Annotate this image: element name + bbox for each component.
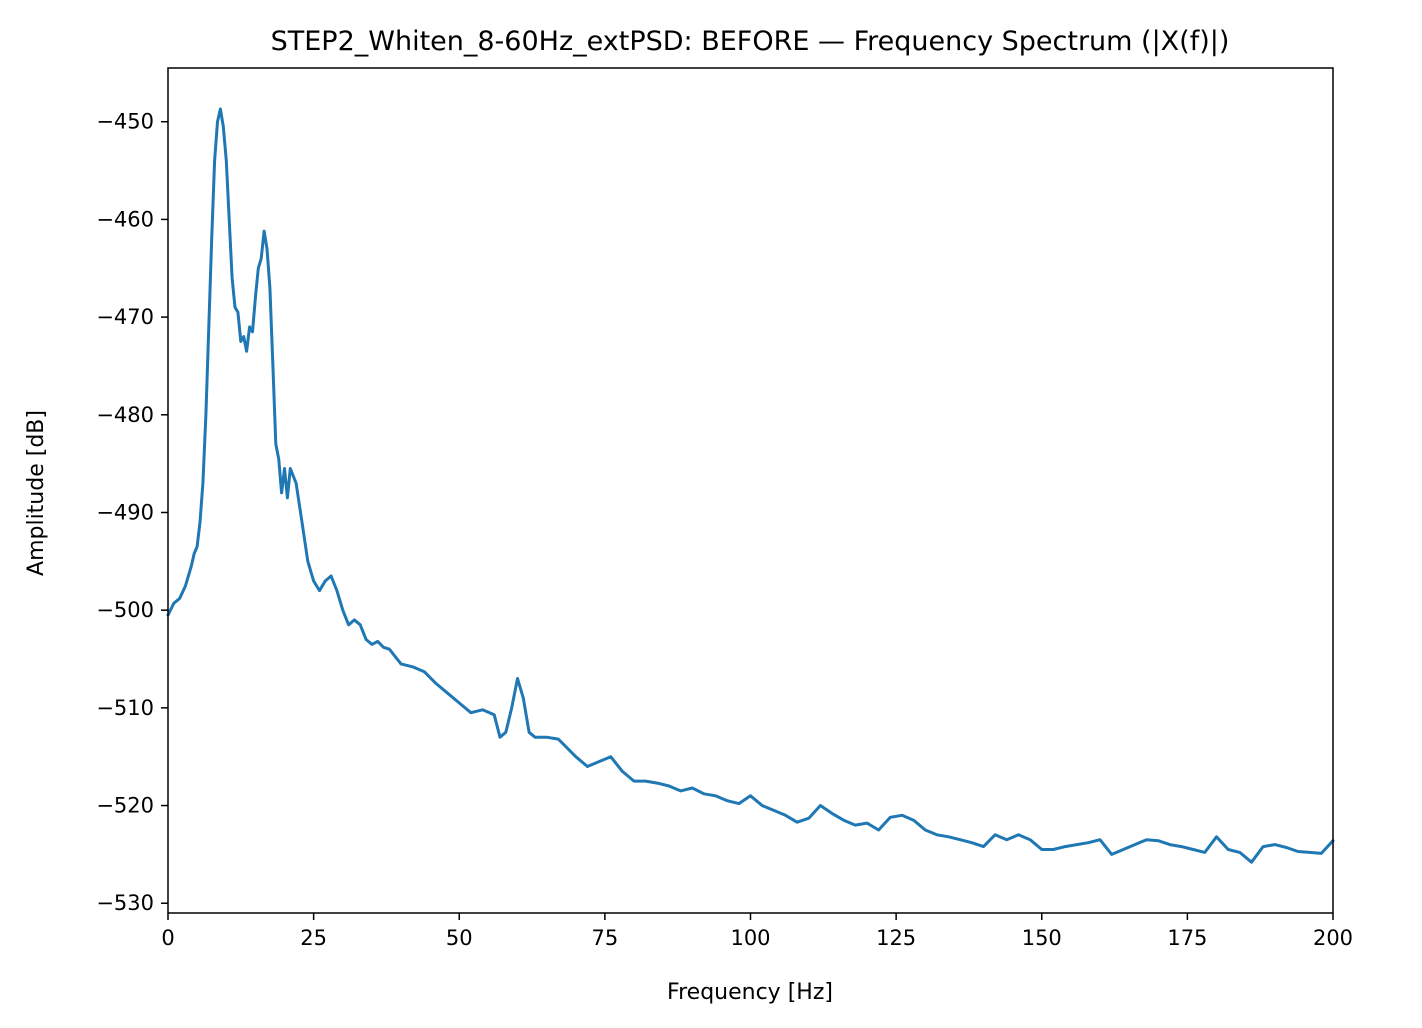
x-tick-label: 175	[1167, 926, 1207, 950]
x-tick-label: 125	[876, 926, 916, 950]
y-tick-label: −470	[96, 305, 154, 329]
x-tick-label: 50	[446, 926, 473, 950]
y-tick-label: −510	[96, 696, 154, 720]
y-tick-label: −460	[96, 207, 154, 231]
chart-title: STEP2_Whiten_8-60Hz_extPSD: BEFORE — Fre…	[271, 26, 1230, 57]
y-tick-label: −530	[96, 891, 154, 915]
x-tick-label: 25	[300, 926, 327, 950]
x-tick-label: 100	[730, 926, 770, 950]
plot-frame	[167, 67, 1334, 914]
y-tick-label: −480	[96, 403, 154, 427]
x-axis: 0 25 50 75 100 125 150 175 200	[161, 913, 1353, 950]
x-tick-label: 200	[1313, 926, 1353, 950]
x-axis-title: Frequency [Hz]	[667, 980, 833, 1005]
y-tick-label: −490	[96, 500, 154, 524]
y-tick-label: −500	[96, 598, 154, 622]
x-tick-label: 150	[1022, 926, 1062, 950]
y-tick-label: −450	[96, 110, 154, 134]
spectrum-series-line	[166, 107, 1335, 864]
x-tick-label: 0	[161, 926, 174, 950]
y-tick-label: −520	[96, 794, 154, 818]
y-axis: −530 −520 −510 −500 −490 −480 −470 −460 −450	[96, 110, 168, 915]
x-tick-label: 75	[592, 926, 619, 950]
y-axis-title: Amplitude [dB]	[24, 410, 49, 576]
